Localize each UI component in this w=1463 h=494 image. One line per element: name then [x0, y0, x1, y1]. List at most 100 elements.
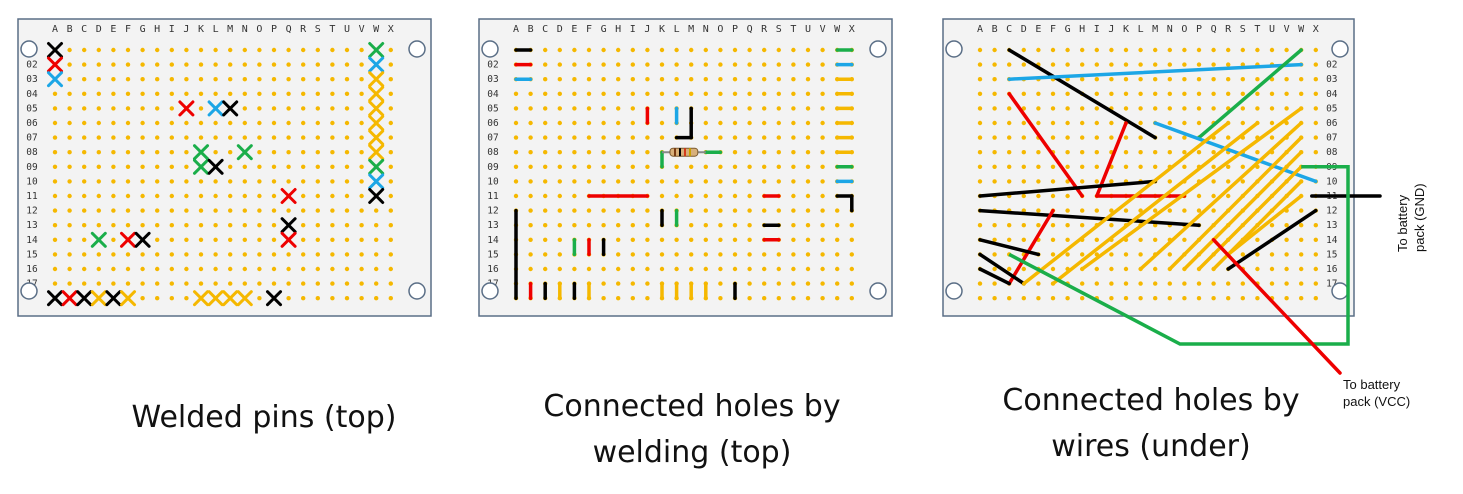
column-label: N [703, 24, 709, 35]
mounting-hole [869, 282, 887, 300]
column-label: T [329, 24, 335, 35]
column-label: A [977, 24, 983, 35]
row-label: 11 [487, 191, 499, 202]
row-label: 16 [487, 264, 499, 275]
welded-pin-mark [120, 231, 136, 248]
column-label: N [1167, 24, 1173, 35]
under-wire [978, 267, 1011, 286]
under-wire [978, 252, 1026, 286]
green-loop-wire [1008, 165, 1350, 346]
column-label: H [154, 24, 160, 35]
under-wire [1051, 121, 1260, 286]
under-wire [1153, 121, 1318, 184]
column-label: E [110, 24, 116, 35]
welded-pin-mark [368, 100, 385, 117]
caption-welded-pins: Welded pins (top) [131, 400, 397, 435]
column-label: A [52, 24, 58, 35]
column-label: P [271, 24, 277, 35]
column-label: L [1138, 24, 1144, 35]
column-label: D [96, 24, 102, 35]
row-label: 14 [487, 235, 499, 246]
lead-to-vcc [1211, 238, 1342, 375]
column-label: M [1152, 24, 1158, 35]
mounting-hole [481, 40, 499, 58]
row-label: 07 [1326, 133, 1337, 144]
welded-pin-mark [368, 173, 385, 190]
row-label: 15 [26, 249, 37, 260]
welded-pin-mark [368, 71, 385, 88]
row-label: 05 [487, 103, 498, 114]
board-welded-pins: A B C D E F G H I J K L M N O P Q R S T U V W X 02 03 04 05 06 07 08 09… [17, 18, 432, 317]
under-wire [978, 179, 1157, 198]
board-connected-holes-welding: A B C D E F G H I J K L M N O P Q R S T U V W X 02 03 04 05 06 07 08 09… [478, 18, 893, 317]
under-wire [1197, 48, 1303, 140]
column-label: V [820, 24, 826, 35]
column-label: E [1035, 24, 1041, 35]
column-label: X [1313, 24, 1319, 35]
row-label: 08 [487, 147, 499, 158]
column-label: G [1065, 24, 1071, 35]
welded-pin-mark [368, 115, 385, 131]
column-label: L [213, 24, 219, 35]
under-wire [978, 238, 1041, 257]
welded-pin-mark [47, 56, 63, 73]
welded-pin-mark [207, 158, 224, 175]
row-label: 05 [1326, 103, 1337, 114]
welded-pin-mark [105, 290, 122, 307]
welded-pin-mark [222, 290, 239, 307]
column-label: F [125, 24, 131, 35]
row-label: 02 [487, 60, 498, 71]
under-wire [1007, 208, 1055, 286]
row-label: 10 [1326, 176, 1338, 187]
welded-pin-mark [120, 290, 136, 307]
column-label: O [256, 24, 262, 35]
row-label: 12 [487, 206, 498, 217]
under-wire [1095, 121, 1128, 198]
column-label: I [1094, 24, 1100, 35]
under-wire [1226, 208, 1318, 271]
column-label: F [586, 24, 592, 35]
welded-pin-mark [90, 231, 107, 248]
column-label: S [1240, 24, 1246, 35]
column-label: P [732, 24, 738, 35]
row-label: 16 [26, 264, 38, 275]
column-label: F [1050, 24, 1056, 35]
mounting-hole [1331, 282, 1349, 300]
column-label: O [717, 24, 723, 35]
column-label: V [1284, 24, 1290, 35]
row-label: 08 [1326, 147, 1338, 158]
welded-pin-mark [134, 231, 151, 248]
column-label: A [513, 24, 519, 35]
row-label: 02 [26, 60, 37, 71]
welded-pin-mark [222, 100, 239, 117]
mounting-hole [408, 282, 426, 300]
column-label: W [1298, 24, 1305, 35]
welded-pin-mark [368, 85, 385, 102]
welded-pin-mark [47, 42, 63, 58]
column-label: I [630, 24, 636, 35]
hole-grid [52, 47, 393, 301]
row-label: 14 [26, 235, 38, 246]
welded-pin-mark [207, 100, 224, 117]
column-label: P [1196, 24, 1202, 35]
column-label: O [1181, 24, 1187, 35]
welded-pin-mark [280, 188, 297, 204]
under-wire [1168, 135, 1303, 271]
column-label: K [198, 24, 204, 35]
welded-pin-mark [236, 290, 253, 307]
row-label: 09 [487, 162, 499, 173]
welded-pin-mark [90, 290, 107, 307]
column-label: V [359, 24, 365, 35]
mounting-hole [945, 282, 963, 300]
column-label: G [140, 24, 146, 35]
resistor [662, 147, 706, 157]
mounting-hole [20, 40, 38, 58]
row-label: 13 [1326, 220, 1337, 231]
welded-pin-mark [76, 290, 93, 307]
column-label: S [315, 24, 321, 35]
welded-pin-mark [368, 56, 385, 73]
under-wire [1022, 121, 1230, 286]
row-label: 08 [26, 147, 38, 158]
column-label: B [992, 24, 998, 35]
column-label: W [834, 24, 841, 35]
